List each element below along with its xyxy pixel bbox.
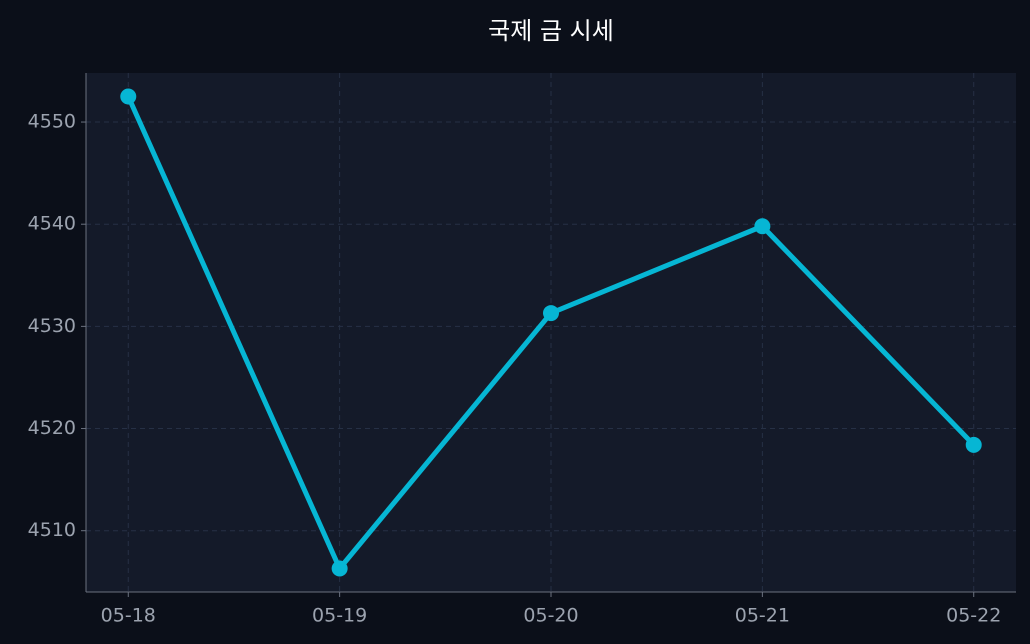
point bbox=[120, 88, 137, 105]
x-tick-label: 05-22 bbox=[946, 605, 1001, 627]
y-tick-label: 4510 bbox=[28, 519, 76, 541]
point bbox=[543, 305, 559, 322]
x-tick-label: 05-20 bbox=[523, 605, 578, 627]
x-tick-label: 05-19 bbox=[312, 605, 367, 627]
point bbox=[754, 218, 771, 235]
point bbox=[965, 436, 982, 453]
y-tick-label: 4540 bbox=[28, 213, 76, 235]
chart-title: 국제 금 시세 bbox=[488, 17, 614, 45]
y-tick-label: 4530 bbox=[28, 315, 76, 337]
x-tick-label: 05-21 bbox=[735, 605, 790, 627]
point bbox=[331, 560, 348, 577]
y-tick-label: 4520 bbox=[28, 417, 76, 439]
x-tick-label: 05-18 bbox=[101, 605, 156, 627]
y-tick-label: 4550 bbox=[28, 111, 76, 133]
